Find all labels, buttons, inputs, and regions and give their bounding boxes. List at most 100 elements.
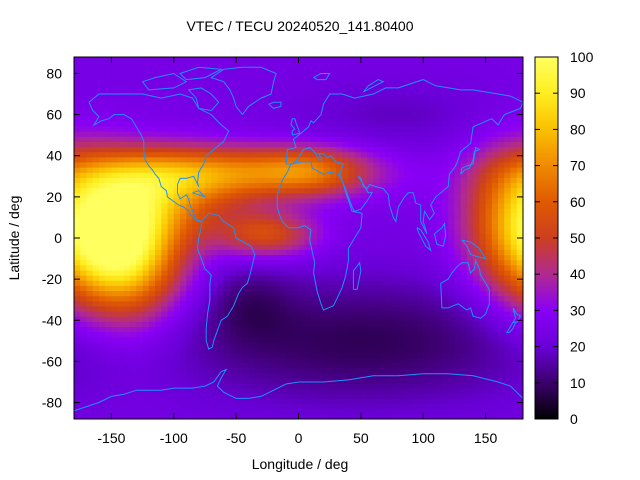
heatmap-cell — [242, 141, 250, 148]
heatmap-cell — [80, 182, 88, 189]
heatmap-cell — [466, 300, 474, 307]
heatmap-cell — [223, 74, 231, 81]
heatmap-cell — [98, 311, 106, 317]
heatmap-cell — [504, 275, 512, 281]
heatmap-cell — [148, 125, 156, 132]
heatmap-cell — [254, 115, 262, 122]
heatmap-cell — [416, 408, 424, 415]
heatmap-cell — [198, 146, 206, 153]
heatmap-cell — [142, 403, 150, 410]
heatmap-cell — [248, 295, 256, 302]
heatmap-cell — [373, 326, 381, 333]
heatmap-cell — [80, 110, 88, 117]
heatmap-cell — [329, 57, 337, 60]
heatmap-cell — [348, 136, 356, 142]
heatmap-cell — [248, 290, 256, 297]
heatmap-cell — [429, 367, 437, 374]
heatmap-cell — [404, 228, 412, 235]
heatmap-cell — [136, 89, 144, 96]
heatmap-cell — [473, 233, 480, 240]
heatmap-cell — [267, 239, 275, 245]
heatmap-cell — [161, 192, 169, 199]
heatmap-cell — [86, 208, 94, 214]
heatmap-cell — [317, 305, 325, 312]
heatmap-cell — [74, 285, 81, 292]
heatmap-cell — [111, 372, 119, 379]
heatmap-cell — [323, 156, 331, 163]
heatmap-cell — [248, 388, 256, 394]
heatmap-cell — [180, 156, 187, 163]
heatmap-cell — [80, 280, 88, 286]
heatmap-cell — [435, 120, 443, 127]
heatmap-cell — [323, 259, 331, 266]
heatmap-cell — [180, 131, 187, 137]
heatmap-cell — [242, 259, 250, 266]
heatmap-cell — [329, 218, 337, 225]
heatmap-cell — [466, 413, 474, 419]
heatmap-cell — [448, 115, 456, 122]
heatmap-cell — [242, 321, 250, 328]
heatmap-cell — [310, 321, 318, 328]
heatmap-cell — [423, 331, 431, 338]
heatmap-cell — [504, 141, 512, 148]
heatmap-cell — [435, 300, 443, 307]
heatmap-cell — [416, 120, 424, 127]
heatmap-cell — [292, 239, 300, 245]
heatmap-cell — [335, 110, 343, 117]
heatmap-cell — [429, 120, 437, 127]
heatmap-cell — [423, 69, 431, 76]
heatmap-cell — [460, 290, 468, 297]
heatmap-cell — [161, 125, 169, 132]
heatmap-cell — [448, 131, 456, 137]
heatmap-cell — [504, 357, 512, 364]
heatmap-cell — [367, 187, 374, 194]
heatmap-cell — [348, 141, 356, 148]
heatmap-cell — [142, 105, 150, 112]
heatmap-cell — [473, 295, 480, 302]
heatmap-cell — [323, 69, 331, 76]
heatmap-cell — [491, 341, 499, 348]
heatmap-cell — [466, 244, 474, 250]
heatmap-cell — [248, 347, 256, 353]
heatmap-cell — [242, 197, 250, 204]
heatmap-cell — [236, 156, 243, 163]
heatmap-cell — [360, 203, 368, 209]
heatmap-cell — [186, 254, 194, 261]
heatmap-cell — [267, 280, 275, 286]
heatmap-cell — [229, 161, 237, 168]
heatmap-cell — [466, 182, 474, 189]
heatmap-cell — [148, 105, 156, 112]
heatmap-cell — [348, 295, 356, 302]
heatmap-cell — [148, 305, 156, 312]
heatmap-cell — [491, 362, 499, 369]
heatmap-cell — [454, 187, 462, 194]
heatmap-cell — [310, 393, 318, 400]
heatmap-cell — [473, 131, 480, 137]
heatmap-cell — [254, 275, 262, 281]
heatmap-cell — [286, 244, 293, 250]
heatmap-cell — [423, 125, 431, 132]
heatmap-cell — [379, 74, 387, 81]
heatmap-cell — [248, 136, 256, 142]
heatmap-cell — [466, 280, 474, 286]
heatmap-cell — [236, 280, 243, 286]
heatmap-cell — [186, 259, 194, 266]
heatmap-cell — [136, 233, 144, 240]
heatmap-cell — [485, 275, 493, 281]
heatmap-cell — [323, 57, 331, 60]
heatmap-cell — [429, 213, 437, 220]
heatmap-cell — [242, 187, 250, 194]
heatmap-cell — [429, 249, 437, 256]
heatmap-cell — [454, 120, 462, 127]
heatmap-cell — [123, 331, 131, 338]
heatmap-cell — [123, 249, 131, 256]
heatmap-cell — [236, 141, 243, 148]
heatmap-cell — [273, 57, 281, 60]
heatmap-cell — [180, 146, 187, 153]
heatmap-cell — [473, 403, 480, 410]
heatmap-cell — [298, 388, 306, 394]
heatmap-cell — [254, 403, 262, 410]
heatmap-cell — [223, 125, 231, 132]
heatmap-cell — [155, 311, 162, 317]
heatmap-cell — [510, 372, 518, 379]
